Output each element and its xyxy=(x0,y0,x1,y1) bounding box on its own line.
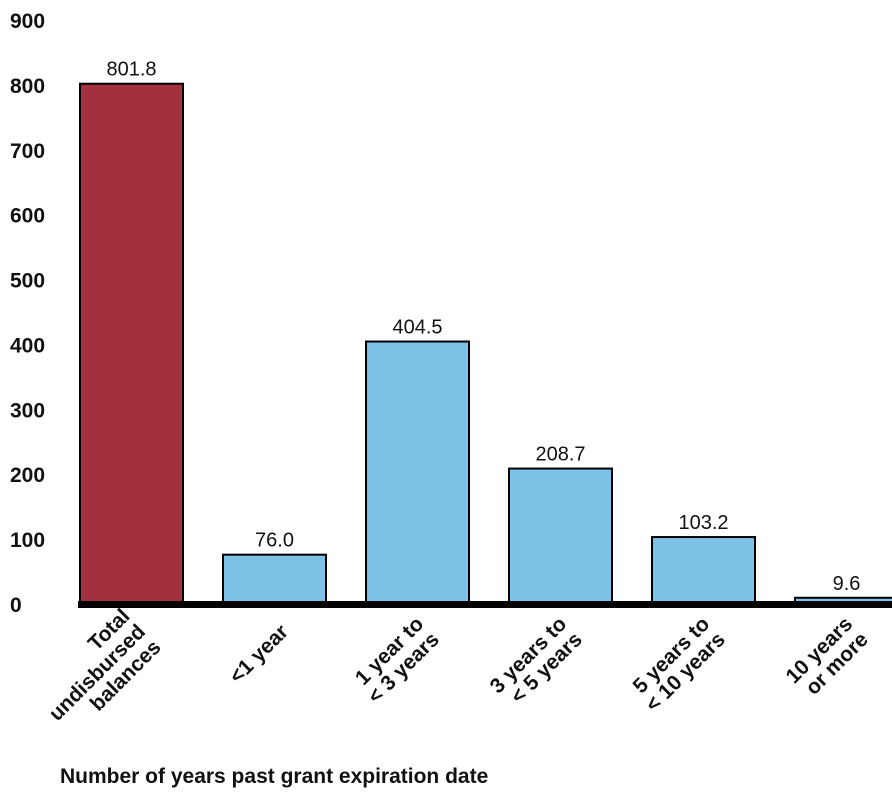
y-tick-label: 900 xyxy=(10,10,45,33)
bar xyxy=(508,467,613,605)
bar xyxy=(651,536,756,605)
x-tick-label: 10 yearsor more xyxy=(781,612,872,703)
y-tick-label: 400 xyxy=(10,334,45,357)
y-axis-ticks: 0 100 200 300 400 500 600 700 800 900 xyxy=(10,10,45,617)
y-tick-label: 700 xyxy=(10,140,45,163)
x-tick-label: 3 years to< 5 years xyxy=(486,612,587,713)
x-axis-baseline xyxy=(78,601,892,608)
x-axis-ticks: Totalundisbursedbalances <1 year 1 year to… xyxy=(29,605,873,741)
value-label: 404.5 xyxy=(392,317,442,339)
y-tick-label: 300 xyxy=(10,399,45,422)
value-label: 9.6 xyxy=(833,573,861,595)
value-label: 208.7 xyxy=(535,444,585,466)
value-label: 801.8 xyxy=(106,59,156,81)
bar xyxy=(222,553,327,606)
y-tick-label: 500 xyxy=(10,270,45,293)
bars xyxy=(79,82,892,606)
x-tick-label: 5 years to< 10 years xyxy=(626,612,730,716)
bar xyxy=(79,82,184,605)
value-label: 103.2 xyxy=(678,512,728,534)
y-tick-label: 600 xyxy=(10,205,45,228)
value-labels: 801.8 76.0 404.5 208.7 103.2 9.6 xyxy=(106,59,860,595)
y-tick-label: 100 xyxy=(10,529,45,552)
x-tick-label: Totalundisbursedbalances xyxy=(29,605,165,741)
value-label: 76.0 xyxy=(255,530,294,552)
x-tick-label: <1 year xyxy=(225,620,293,688)
bar xyxy=(365,340,470,605)
x-tick-label-line: <1 year xyxy=(225,620,293,688)
y-tick-label: 200 xyxy=(10,464,45,487)
x-tick-label: 1 year to< 3 years xyxy=(348,612,444,708)
y-tick-label: 0 xyxy=(10,594,22,617)
x-axis-label: Number of years past grant expiration da… xyxy=(60,765,488,788)
y-tick-label: 800 xyxy=(10,75,45,98)
